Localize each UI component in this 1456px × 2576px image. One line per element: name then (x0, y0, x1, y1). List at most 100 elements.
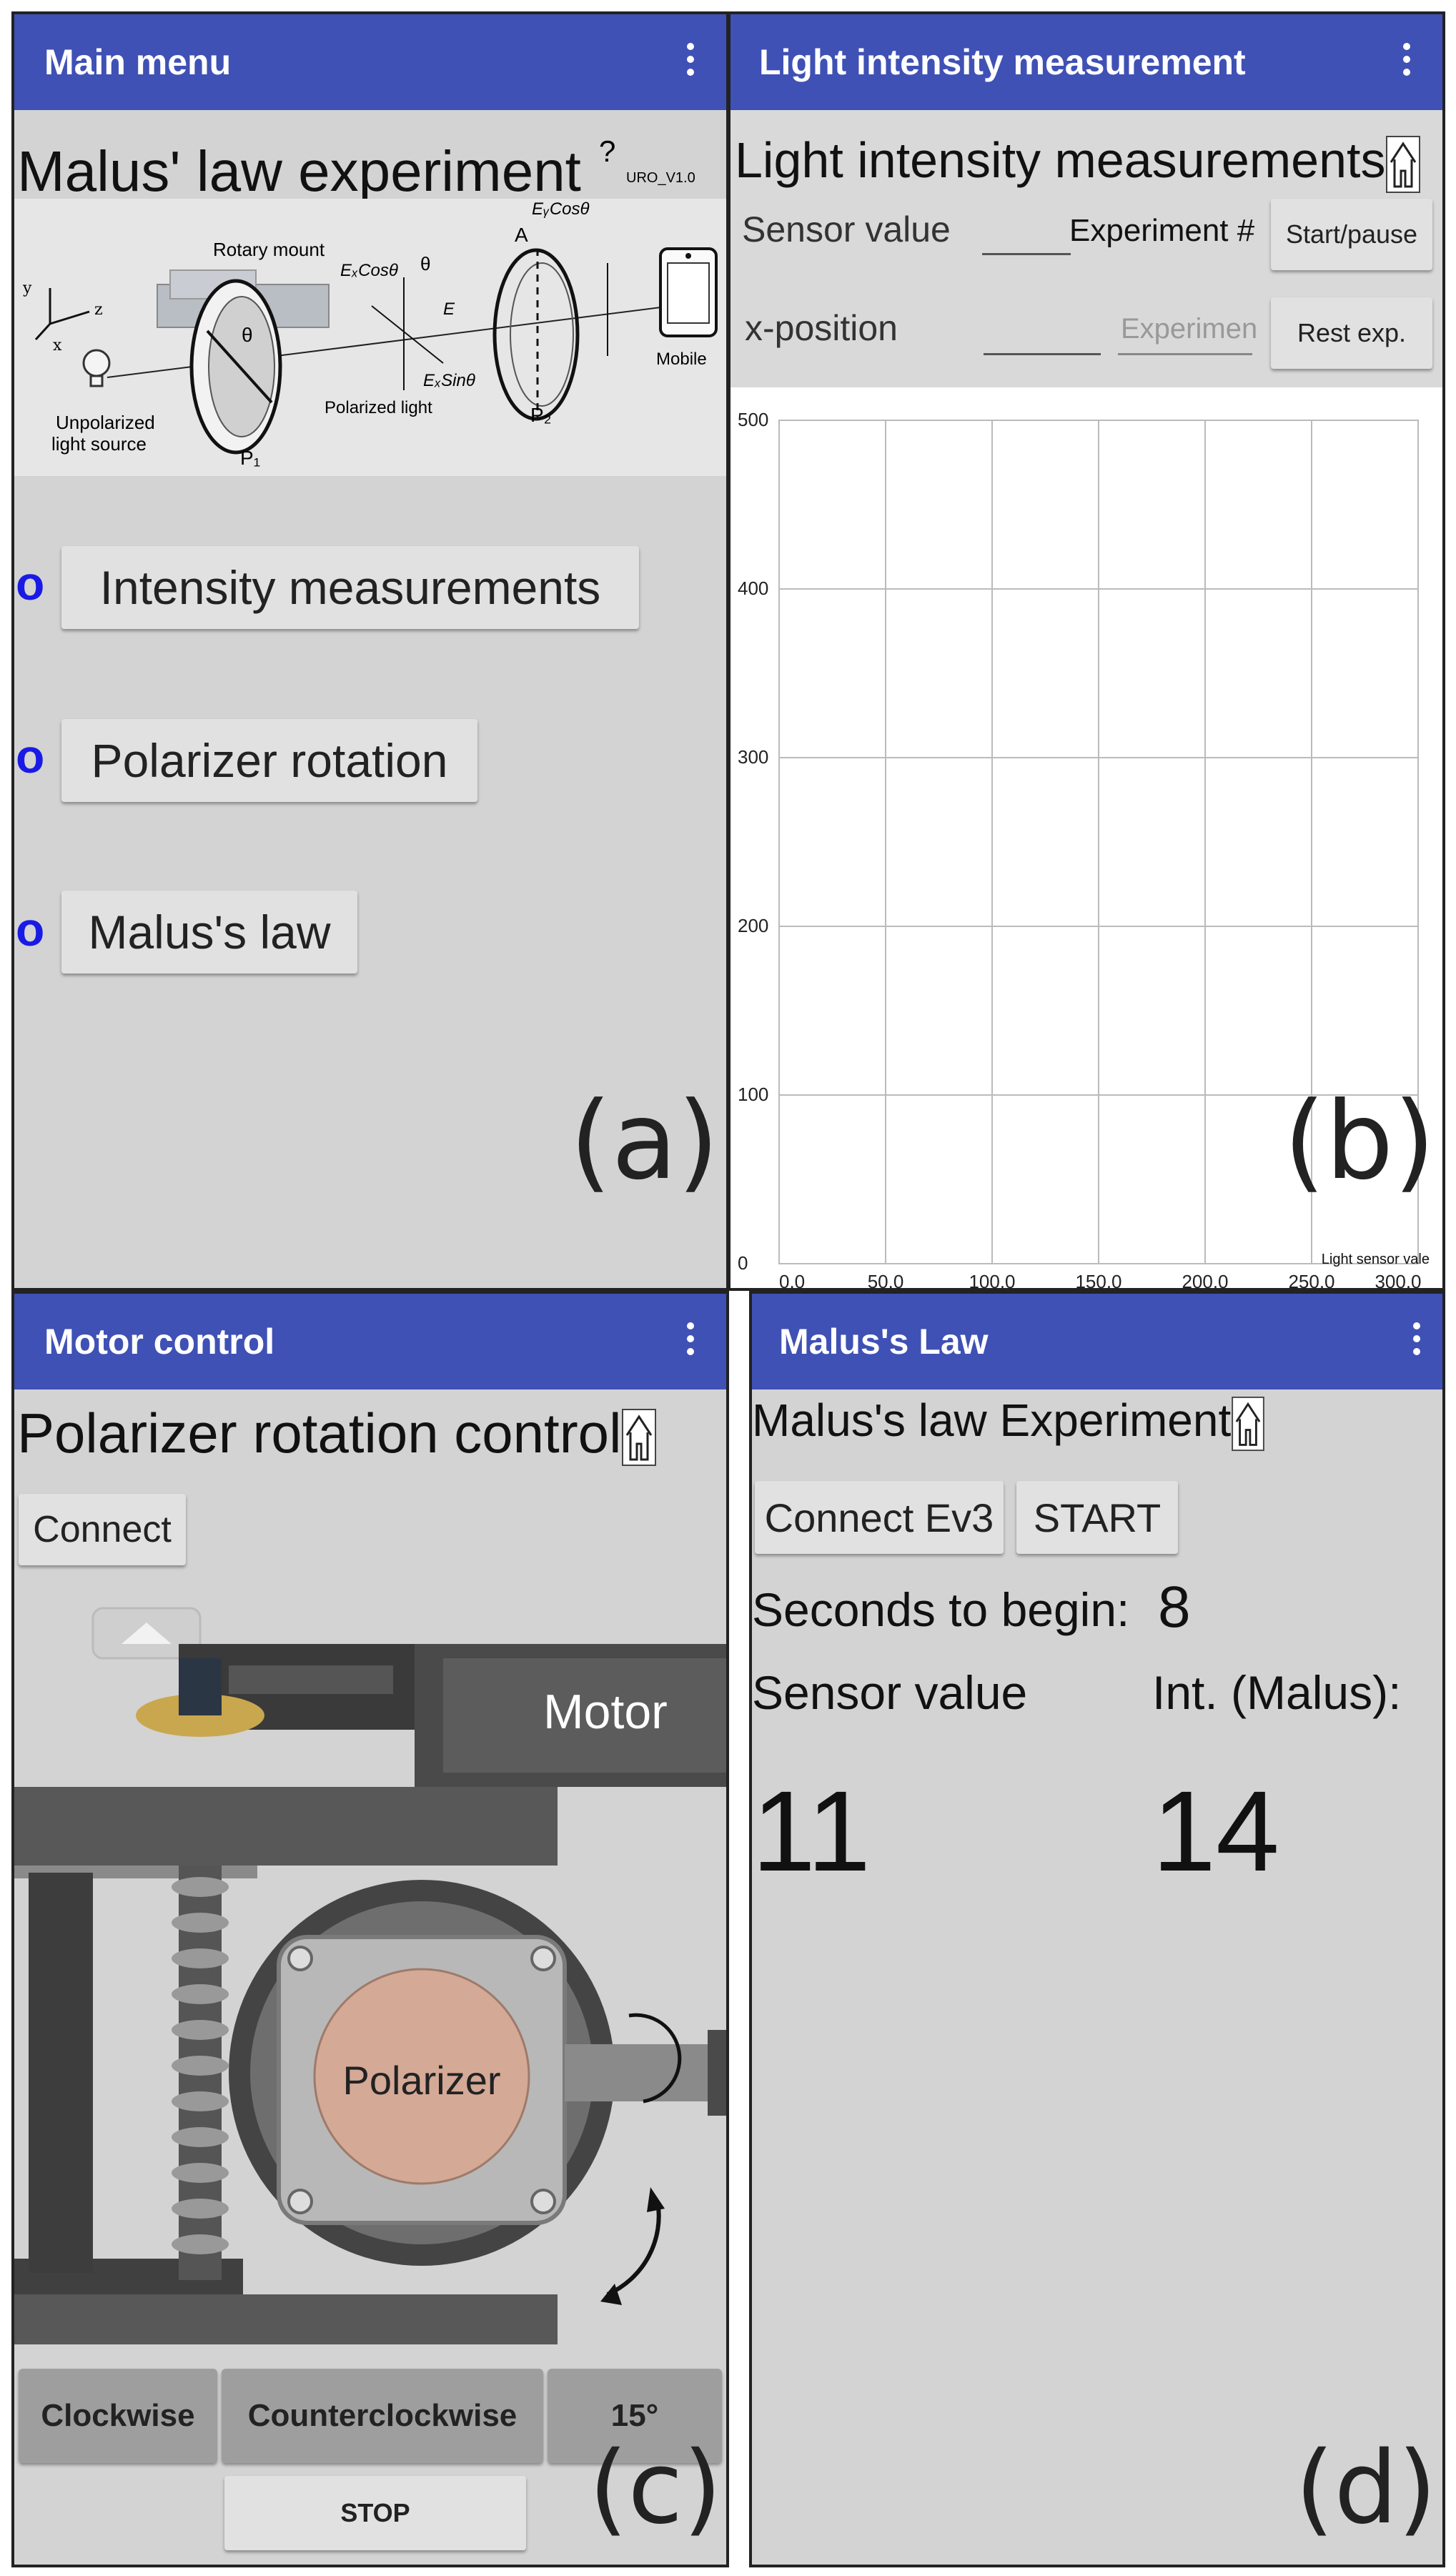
y-tick-label: 500 (738, 409, 768, 430)
x-tick-labels: 0.0 50.0 100.0 150.0 200.0 250.0 300.0 (779, 1271, 1422, 1291)
version-label: URO_V1.0 (626, 170, 695, 186)
mobile-label: Mobile (656, 350, 707, 369)
worm-thread (172, 1913, 229, 1933)
excos-label: EₓCosθ (340, 261, 398, 280)
polarizer-disc (313, 1968, 530, 2185)
seconds-to-begin-value: 8 (1158, 1575, 1191, 1640)
home-icon[interactable] (1231, 1396, 1265, 1452)
app-bar-title: Light intensity measurement (759, 42, 1246, 82)
motor-mechanism-illustration: Motor Polarizer (14, 1607, 726, 2344)
polarizer-label: Polarizer (343, 2058, 501, 2103)
worm-thread (172, 2127, 229, 2147)
light-intensity-panel: Light intensity measurement Light intens… (728, 11, 1445, 1291)
eycos-label: EᵧCosθ (532, 199, 590, 219)
app-bar-title: Motor control (44, 1322, 275, 1362)
malus-law-panel: Malus's Law Malus's law Experiment Conne… (749, 1291, 1445, 2567)
y-tick-label: 100 (738, 1084, 768, 1105)
connect-button[interactable]: Connect (19, 1494, 186, 1565)
page-title-text: Light intensity measurements (735, 132, 1386, 188)
clockwise-button[interactable]: Clockwise (19, 2369, 217, 2463)
counterclockwise-button[interactable]: Counterclockwise (222, 2369, 543, 2463)
app-bar-title: Main menu (44, 42, 232, 82)
sensor-value-readout: 11 (752, 1767, 871, 1895)
unpolarized-label-2: light source (51, 433, 147, 455)
page-title: Polarizer rotation control (17, 1401, 657, 1467)
panel-tag-b: (b) (1283, 1079, 1435, 1204)
axis-y-label: y (22, 279, 32, 297)
page-title-text: Polarizer rotation control (17, 1402, 622, 1465)
help-icon[interactable]: ? (599, 134, 616, 168)
y-tick-labels: 0 100 200 300 400 500 (738, 409, 768, 1274)
stop-button[interactable]: STOP (224, 2476, 526, 2550)
controls-area: Light intensity measurements Sensor valu… (731, 110, 1442, 387)
theta-label-1: θ (242, 324, 253, 346)
x-tick-label: 150.0 (1075, 1271, 1121, 1291)
overflow-menu-icon[interactable] (685, 1322, 696, 1361)
worm-thread (172, 2056, 229, 2076)
worm-thread (172, 2163, 229, 2183)
experiment-input[interactable]: Experimen (1121, 313, 1258, 345)
main-menu-panel: Main menu Malus' law experiment ? URO_V1… (11, 11, 729, 1291)
worm-thread (172, 2199, 229, 2219)
experiment-diagram: y z x Unpolarized light source Rotary mo… (14, 199, 726, 476)
connect-ev3-button[interactable]: Connect Ev3 (755, 1481, 1004, 1554)
bullet-1: o (16, 557, 45, 610)
y-tick-label: 400 (738, 578, 768, 599)
overflow-menu-icon[interactable] (1401, 43, 1412, 81)
worm-thread (172, 1948, 229, 1968)
bullet-2: o (16, 730, 45, 783)
light-bulb-icon (82, 349, 111, 387)
overflow-menu-icon[interactable] (1411, 1322, 1422, 1361)
y-tick-label: 200 (738, 915, 768, 936)
motor-control-panel: Motor control Polarizer rotation control… (11, 1291, 729, 2567)
x-tick-label: 0.0 (779, 1271, 805, 1291)
app-bar-title: Malus's Law (779, 1322, 989, 1362)
seconds-to-begin-label: Seconds to begin: (752, 1583, 1130, 1636)
x-tick-label: 50.0 (868, 1271, 904, 1291)
start-pause-button[interactable]: Start/pause (1271, 199, 1432, 270)
experiment-input-underline (1118, 353, 1252, 355)
legend-entry: Light sensor vale (1322, 1252, 1430, 1267)
x-position-label: x-position (745, 308, 898, 348)
exsin-label: EₓSinθ (423, 371, 475, 390)
malus-law-button[interactable]: Malus's law (61, 891, 357, 974)
polarizer-rotation-button[interactable]: Polarizer rotation (61, 719, 477, 802)
panel-tag-a: (a) (570, 1079, 719, 1204)
x-tick-label: 100.0 (969, 1271, 1015, 1291)
axis-z-label: z (94, 301, 103, 319)
page-title: Malus' law experiment (17, 139, 581, 203)
theta-label-2: θ (420, 253, 430, 274)
experiment-number-label: Experiment # (1069, 213, 1255, 248)
intensity-chart: 0 100 200 300 400 500 0.0 50.0 100.0 150.0 200.0 2… (738, 409, 1430, 1291)
app-bar: Motor control (14, 1294, 726, 1389)
home-icon[interactable] (621, 1408, 657, 1467)
angle-step-button[interactable]: 15° (548, 2369, 722, 2463)
motor-label: Motor (543, 1685, 668, 1739)
p1-label: P₁ (240, 447, 260, 469)
app-bar: Malus's Law (752, 1294, 1442, 1389)
app-bar: Light intensity measurement (731, 14, 1442, 110)
sensor-value-label: Sensor value (752, 1666, 1028, 1719)
worm-thread (172, 1984, 229, 2004)
panel-tag-d: (d) (1294, 2430, 1437, 2547)
panel-tag-c: (c) (588, 2430, 722, 2547)
page-title-text: Malus's law Experiment (752, 1394, 1232, 1446)
p2-label: P₂ (530, 404, 552, 426)
reset-experiment-button[interactable]: Rest exp. (1271, 297, 1432, 369)
worm-thread (172, 2020, 229, 2040)
worm-thread (172, 2234, 229, 2254)
overflow-menu-icon[interactable] (685, 43, 696, 81)
start-button[interactable]: START (1016, 1481, 1178, 1554)
mobile-phone-icon (659, 247, 718, 337)
x-position-field[interactable] (984, 353, 1101, 355)
bullet-3: o (16, 903, 45, 956)
page-title: Malus's law Experiment (752, 1394, 1265, 1452)
x-tick-label: 300.0 (1375, 1271, 1421, 1291)
axis-x-label: x (53, 337, 62, 355)
worm-thread (172, 2091, 229, 2111)
malus-intensity-readout: 14 (1152, 1767, 1279, 1895)
intensity-measurements-button[interactable]: Intensity measurements (61, 546, 639, 629)
chart-grid (778, 420, 1419, 1264)
home-icon[interactable] (1385, 135, 1421, 194)
polarized-light-label: Polarized light (325, 398, 432, 417)
